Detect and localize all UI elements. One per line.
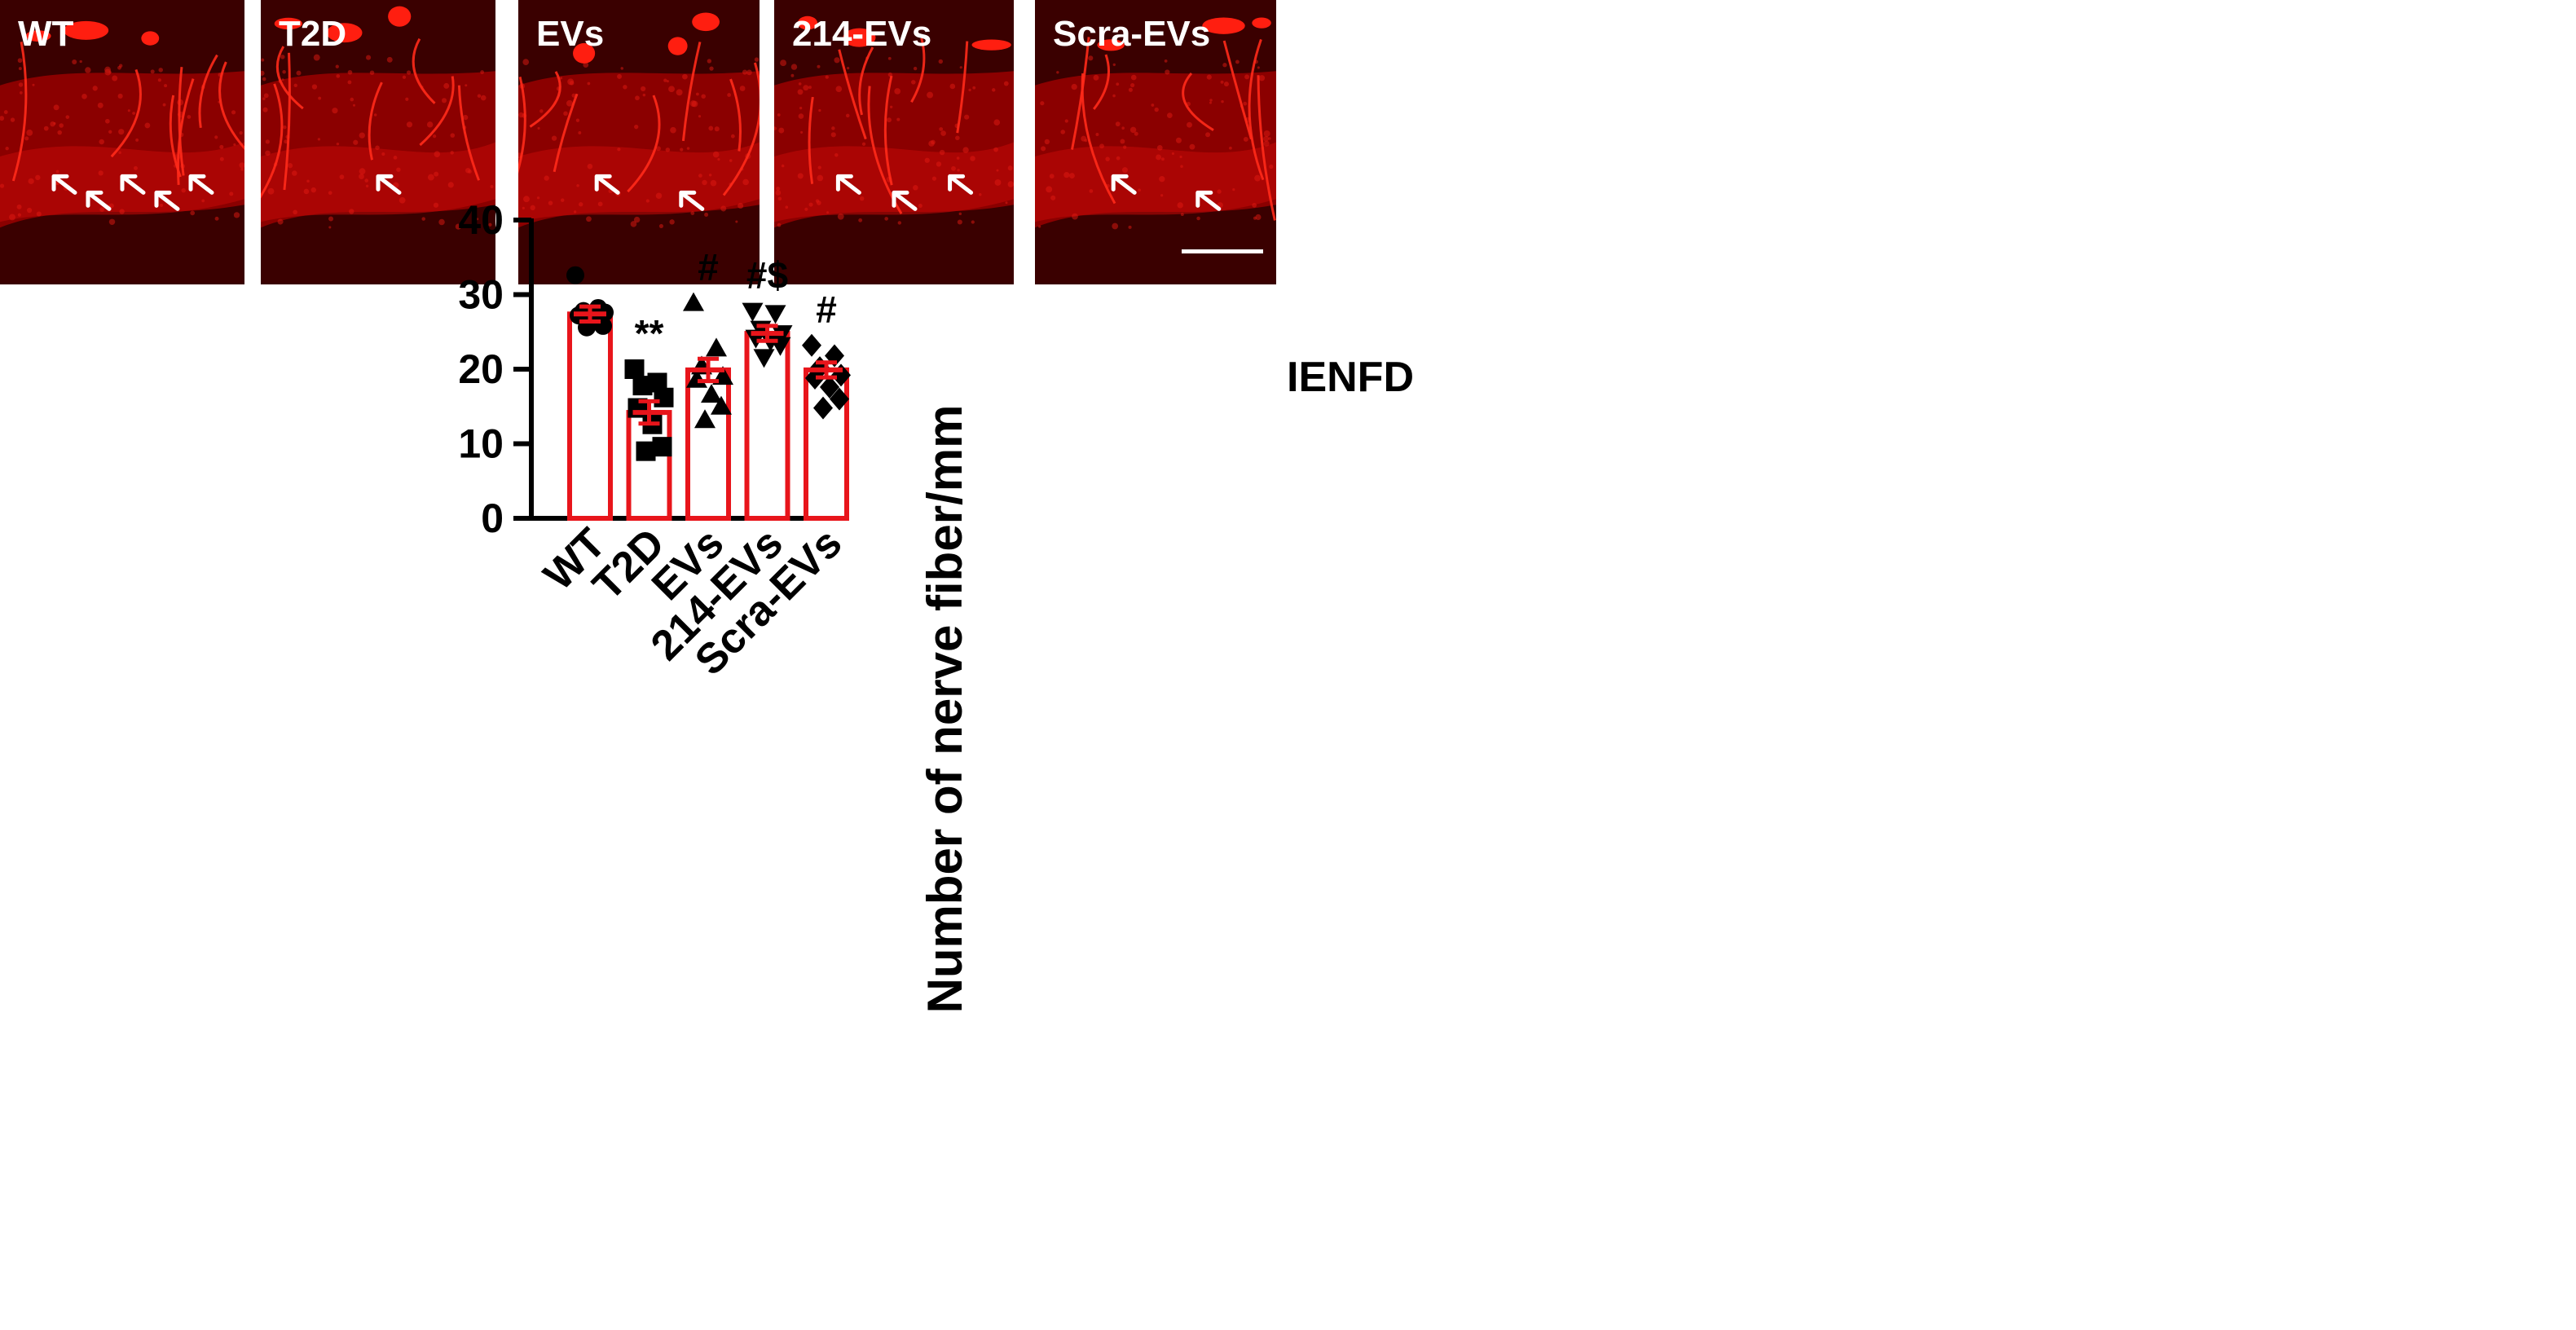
panel-label: EVs — [536, 14, 605, 54]
micrograph-panel-scra-evs: Scra-EVs — [1035, 0, 1276, 284]
data-point — [706, 337, 727, 357]
significance-label: ** — [635, 312, 664, 355]
significance-label: # — [816, 288, 837, 331]
y-axis-label: Number of nerve fiber/mm — [918, 405, 972, 1014]
panel-label: 214-EVs — [792, 14, 932, 54]
data-point — [753, 349, 775, 368]
data-point — [624, 359, 645, 379]
micrograph-image — [774, 0, 1014, 284]
micrograph-image — [261, 0, 495, 284]
data-point — [654, 387, 674, 407]
micrograph-panel-214-evs: 214-EVs — [774, 0, 1014, 284]
significance-label: # — [698, 246, 719, 288]
micrograph-panel-wt: WT — [0, 0, 244, 284]
data-point — [805, 366, 825, 390]
micrograph-image — [1035, 0, 1276, 284]
micrograph-image — [0, 0, 244, 284]
significance-label: #$ — [746, 254, 788, 297]
arrow-marker — [679, 190, 705, 211]
scale-bar — [1182, 249, 1263, 253]
micrograph-image — [518, 0, 760, 284]
y-tick-label: 20 — [458, 346, 504, 392]
arrow-marker — [835, 174, 861, 195]
data-point — [820, 375, 839, 399]
data-point — [566, 266, 584, 284]
data-point — [711, 395, 732, 415]
arrow-marker — [948, 174, 974, 195]
y-tick-label: 10 — [458, 421, 504, 467]
panel-label: T2D — [279, 14, 347, 54]
data-point — [636, 441, 656, 461]
data-point — [802, 333, 821, 357]
arrow-marker — [376, 174, 402, 195]
data-point — [830, 387, 849, 411]
arrow-marker — [188, 174, 214, 195]
panel-label: Scra-EVs — [1053, 14, 1211, 54]
y-tick-label: 40 — [458, 197, 504, 243]
arrow-marker — [1111, 174, 1137, 195]
arrow-marker — [892, 190, 918, 211]
arrow-marker — [594, 174, 620, 195]
arrow-marker — [1196, 190, 1222, 211]
micrograph-strip: WT T2D EVs 214-EVs Scra-EVs — [0, 0, 2576, 285]
y-tick-label: 30 — [458, 272, 504, 318]
data-point — [701, 384, 722, 403]
chart-title: IENFD — [1287, 354, 1414, 401]
micrograph-panel-t2d: T2D — [261, 0, 495, 284]
arrow-marker — [120, 174, 146, 195]
data-point — [694, 409, 716, 429]
data-point — [813, 396, 833, 420]
data-point — [764, 305, 786, 324]
micrograph-panel-evs: EVs — [518, 0, 760, 284]
data-point — [683, 292, 704, 311]
arrow-marker — [86, 190, 112, 211]
y-tick-label: 0 — [481, 495, 504, 541]
arrow-marker — [154, 190, 180, 211]
panel-label: WT — [18, 14, 74, 54]
bar — [567, 311, 613, 522]
arrow-marker — [51, 174, 77, 195]
data-point — [742, 302, 764, 322]
data-point — [632, 376, 653, 396]
